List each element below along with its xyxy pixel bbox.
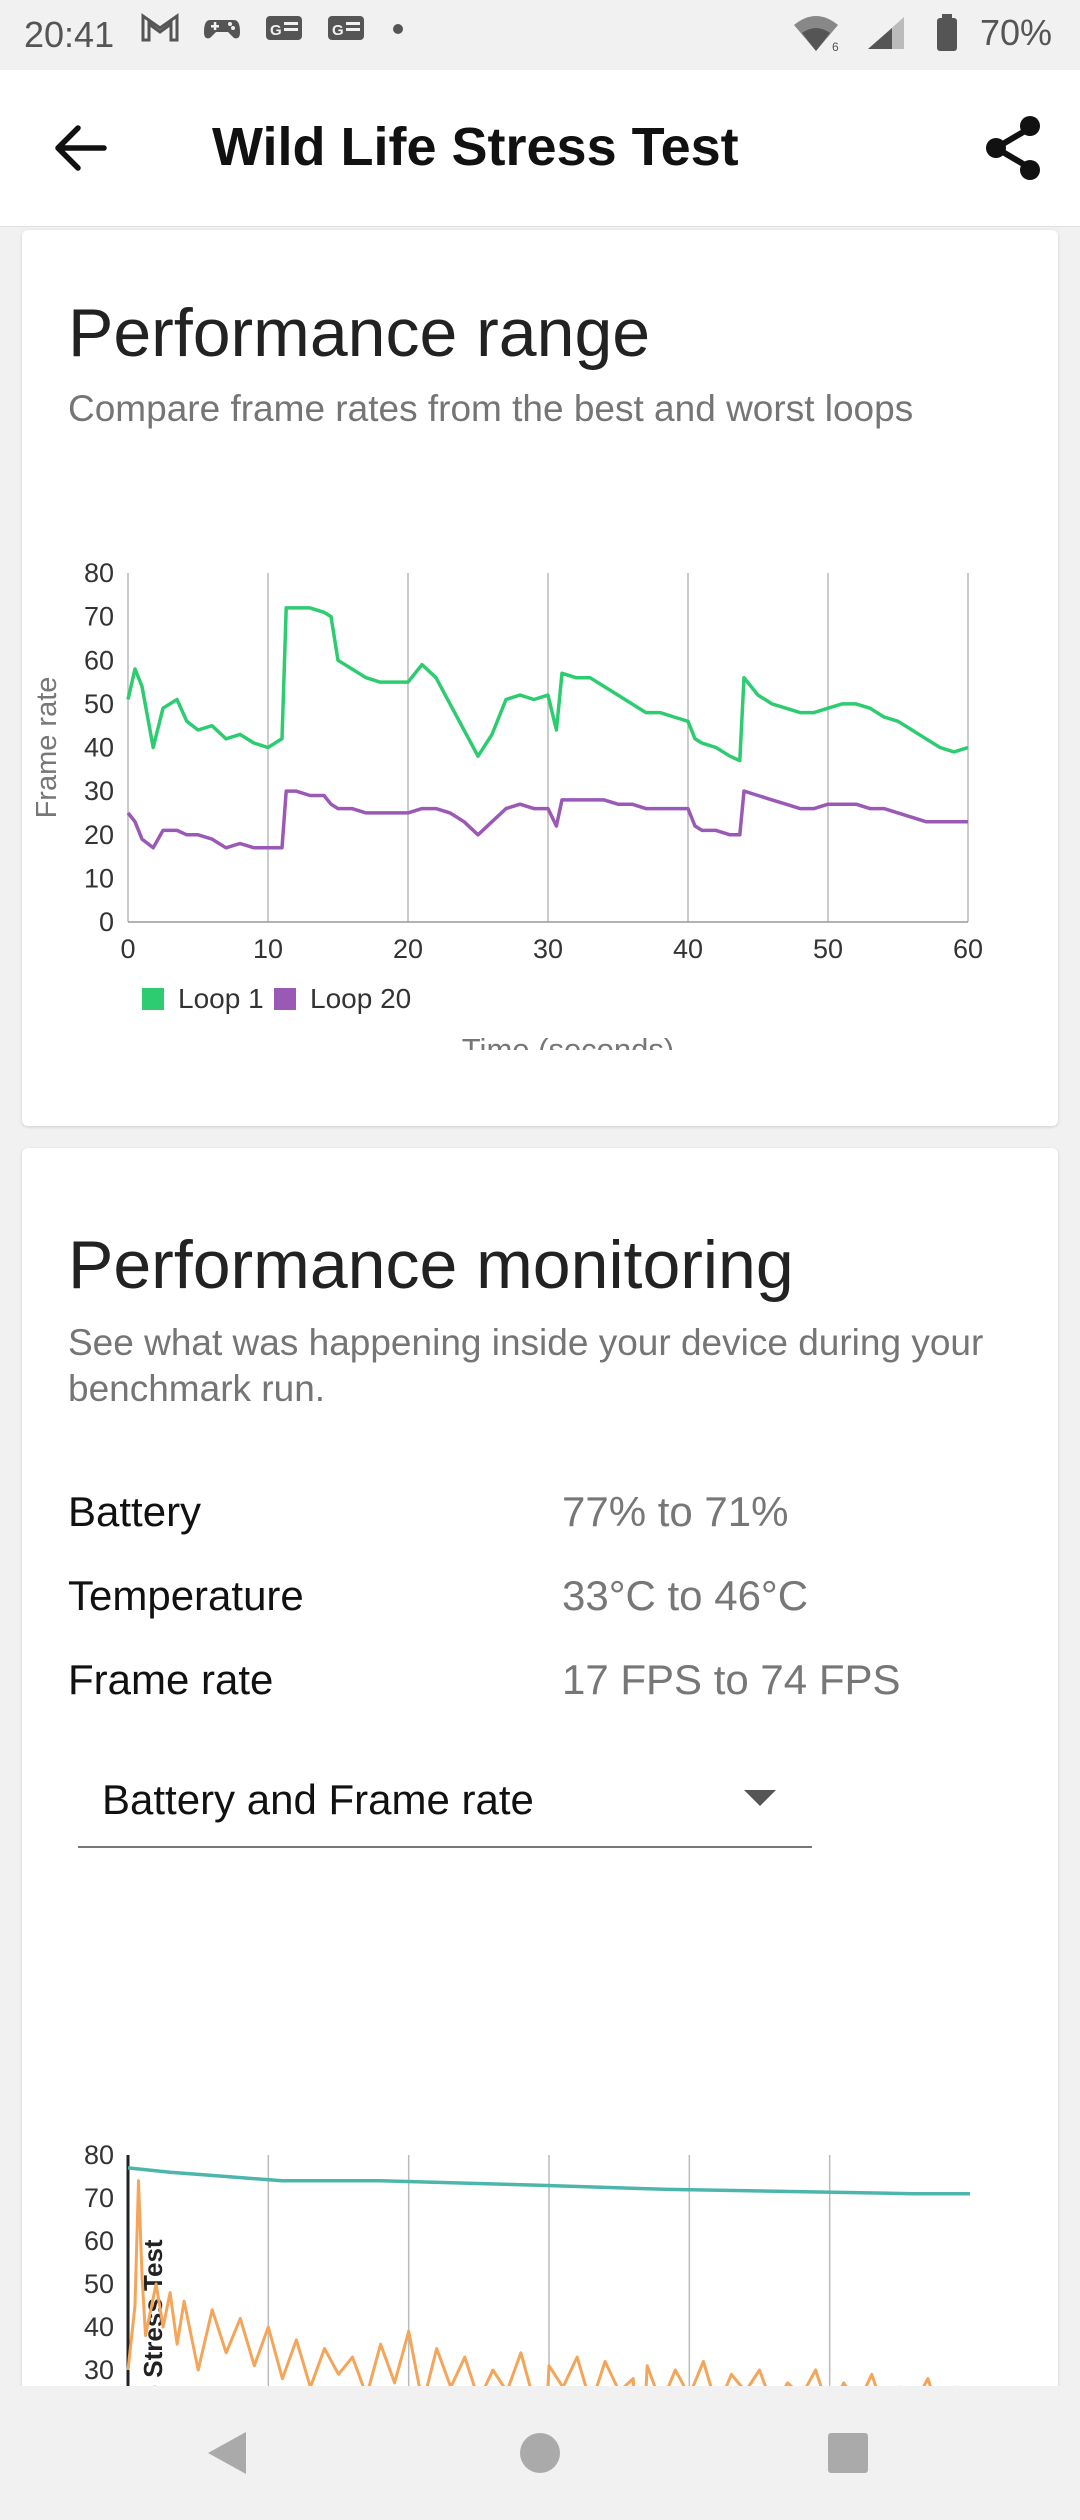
status-time: 20:41 [24, 14, 115, 55]
monitoring-chart: 02004006008001,00001020304050607080Wild … [84, 2140, 971, 2400]
system-nav-bar [0, 2386, 1080, 2520]
svg-text:6: 6 [832, 40, 839, 53]
legend-label-loop20: Loop 20 [310, 983, 411, 1014]
back-triangle-icon[interactable] [204, 2428, 250, 2478]
series-line-battery [127, 2166, 970, 2196]
chart-metric-dropdown[interactable]: Battery and Frame rate [78, 1736, 812, 1848]
x-tick-label: 10 [253, 934, 283, 964]
metric-label: Battery [68, 1488, 202, 1535]
performance-monitoring-subtitle: See what was happening inside your devic… [68, 1322, 984, 1409]
legend-swatch-loop20 [274, 988, 296, 1010]
share-icon[interactable] [982, 114, 1046, 182]
series-line-loop20 [126, 789, 968, 850]
y-tick-label: 80 [84, 2140, 114, 2170]
x-tick-label: 60 [953, 934, 983, 964]
series-line-loop1 [126, 606, 969, 763]
gamepad-icon [204, 20, 240, 39]
page-title: Wild Life Stress Test [212, 117, 739, 177]
status-left-icons: G G [140, 12, 408, 44]
recents-square-icon[interactable] [826, 2431, 870, 2475]
x-tick-label: 40 [673, 934, 703, 964]
x-tick-label: 20 [393, 934, 423, 964]
x-tick-label: 0 [120, 934, 135, 964]
dropdown-arrow-icon [744, 1790, 776, 1806]
x-axis-label: Time (seconds) [462, 1032, 674, 1050]
y-axis-label: Frame rate [31, 677, 63, 819]
metric-value: 17 FPS to 74 FPS [562, 1656, 901, 1703]
legend-swatch-loop1 [142, 988, 164, 1010]
frame-rate-range-chart: 0 10 20 30 40 50 60 0 10 20 30 40 50 60 70 80 Frame rate… [31, 558, 983, 1050]
metric-value: 77% to 71% [562, 1488, 789, 1535]
news-icon: G [328, 16, 364, 40]
metric-label: Temperature [68, 1572, 304, 1619]
y-tick-label: 40 [84, 2312, 114, 2342]
performance-monitoring-card: Performance monitoring See what was happ… [22, 1148, 1058, 2400]
arrow-left-icon[interactable] [50, 118, 110, 178]
legend-label-loop1: Loop 1 [178, 983, 264, 1014]
battery-percent: 70% [979, 12, 1052, 53]
y-tick-label: 20 [84, 820, 114, 850]
y-tick-label: 50 [84, 2269, 114, 2299]
metric-label: Frame rate [68, 1656, 274, 1703]
y-tick-label: 60 [84, 645, 114, 675]
y-tick-label: 60 [84, 2226, 114, 2256]
series-line-frame-rate [126, 2179, 971, 2400]
performance-range-title: Performance range [68, 295, 651, 371]
metric-value: 33°C to 46°C [562, 1572, 809, 1619]
performance-monitoring-title: Performance monitoring [68, 1227, 794, 1303]
y-tick-label: 30 [84, 2355, 114, 2385]
y-tick-label: 70 [84, 602, 114, 632]
wifi-icon: 6 [793, 16, 839, 53]
svg-text:G: G [270, 22, 282, 39]
x-tick-label: 50 [813, 934, 843, 964]
y-tick-label: 70 [84, 2183, 114, 2213]
svg-text:G: G [332, 22, 344, 39]
app-bar: Wild Life Stress Test [0, 70, 1080, 227]
status-bar: 20:41 G G 6 70% [0, 0, 1080, 70]
home-circle-icon[interactable] [518, 2431, 562, 2475]
news-icon: G [266, 16, 302, 40]
battery-icon [936, 14, 957, 51]
x-tick-label: 30 [533, 934, 563, 964]
signal-icon [867, 17, 904, 49]
performance-range-subtitle: Compare frame rates from the best and wo… [68, 388, 914, 429]
y-tick-label: 10 [84, 863, 114, 893]
gmail-icon [141, 13, 179, 42]
y-tick-label: 30 [84, 776, 114, 806]
y-tick-label: 80 [84, 558, 114, 588]
y-tick-label: 50 [84, 689, 114, 719]
performance-range-card: Performance range Compare frame rates fr… [22, 230, 1058, 1126]
y-tick-label: 40 [84, 733, 114, 763]
y-tick-label: 0 [99, 907, 114, 937]
status-right-icons: 6 70% [792, 12, 1052, 54]
dropdown-selected-value: Battery and Frame rate [102, 1776, 534, 1823]
dot-icon [393, 24, 403, 34]
